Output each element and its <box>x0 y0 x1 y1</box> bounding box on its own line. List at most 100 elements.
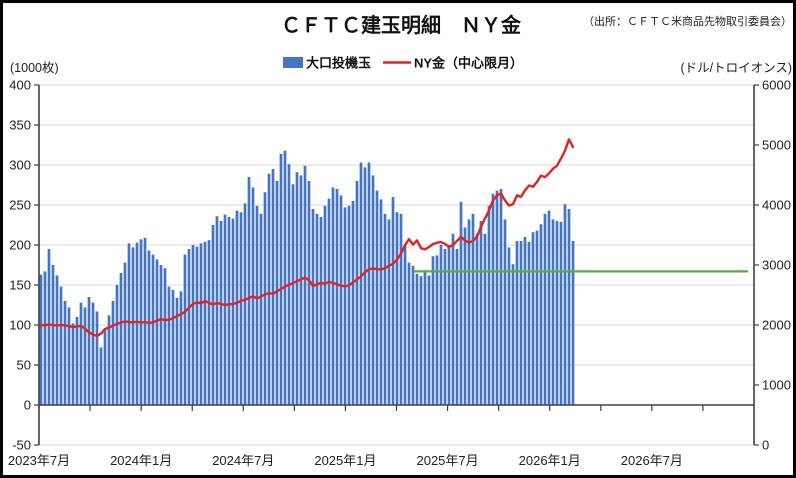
bar <box>167 286 171 405</box>
bar <box>503 219 507 405</box>
left-tick-label: 400 <box>9 78 31 93</box>
left-tick-label: 150 <box>9 278 31 293</box>
bar <box>499 189 503 405</box>
bar <box>447 245 451 405</box>
bar <box>275 181 279 405</box>
right-tick-label: 6000 <box>762 78 791 93</box>
bar <box>571 241 575 405</box>
bar <box>407 262 411 405</box>
bar <box>531 232 535 405</box>
bar <box>523 237 527 405</box>
bar <box>219 221 223 405</box>
bar <box>79 302 83 405</box>
left-tick-label: 50 <box>17 358 31 373</box>
bar <box>115 285 119 405</box>
bar <box>307 181 311 405</box>
bar <box>363 167 367 405</box>
bar <box>391 197 395 405</box>
bar <box>511 264 515 405</box>
bar <box>379 199 383 405</box>
bar <box>303 165 307 405</box>
bar <box>475 233 479 405</box>
bar <box>299 175 303 405</box>
left-tick-label: 350 <box>9 118 31 133</box>
bar <box>451 233 455 405</box>
bar <box>507 247 511 405</box>
price-polyline <box>39 138 575 337</box>
bar <box>215 216 219 405</box>
bar <box>479 221 483 405</box>
left-tick-label: -50 <box>12 438 31 453</box>
bar <box>415 273 419 405</box>
bar <box>359 162 363 405</box>
bar <box>487 205 491 405</box>
bar <box>43 271 47 405</box>
bars-series-large-speculators <box>39 150 575 405</box>
bar <box>95 311 99 405</box>
legend: 大口投機玉 NY金（中心限月） <box>283 56 523 71</box>
x-tick-label: 2023年7月 <box>8 453 70 468</box>
x-axis-tick-labels: 2023年7月 2024年1月 2024年7月 2025年1月 2025年7月 2026年… <box>8 453 683 468</box>
bar <box>355 181 359 405</box>
right-axis-unit-label: (ドル/トロイオンス) <box>680 61 792 75</box>
left-tick-label: 100 <box>9 318 31 333</box>
bar <box>367 162 371 405</box>
bar <box>551 219 555 405</box>
page-title: ＣＦＴＣ建玉明細 ＮＹ金 <box>281 13 522 37</box>
bar <box>159 265 163 405</box>
bar <box>403 244 407 405</box>
bar <box>543 213 547 405</box>
bar <box>395 212 399 405</box>
bar <box>431 256 435 405</box>
bar <box>559 221 563 405</box>
bar <box>259 213 263 405</box>
bar <box>191 245 195 405</box>
bar <box>515 241 519 405</box>
bar <box>483 233 487 405</box>
bar <box>323 205 327 405</box>
bar <box>283 150 287 405</box>
bar <box>39 274 43 405</box>
bar <box>399 213 403 405</box>
bar <box>547 210 551 405</box>
bar <box>331 187 335 405</box>
right-tick-label: 3000 <box>762 258 791 273</box>
bar <box>347 205 351 405</box>
price-line-ny-gold <box>39 138 575 337</box>
cftc-gold-chart: 400 350 300 250 200 150 100 50 0 -50 6000 5000 4000… <box>8 13 792 468</box>
bar <box>223 214 227 405</box>
bar <box>135 242 139 405</box>
bar <box>255 205 259 405</box>
right-tick-label: 2000 <box>762 318 791 333</box>
bar <box>563 204 567 405</box>
left-tick-label: 300 <box>9 158 31 173</box>
bar <box>247 177 251 405</box>
axes-and-ticks <box>34 84 759 446</box>
bar <box>351 201 355 405</box>
bar <box>319 217 323 405</box>
bar <box>239 212 243 405</box>
bar <box>423 271 427 405</box>
bar <box>335 189 339 405</box>
left-tick-label: 200 <box>9 238 31 253</box>
bar <box>539 224 543 405</box>
x-tick-label: 2024年7月 <box>212 453 274 468</box>
bar <box>107 315 111 405</box>
bar <box>71 323 75 405</box>
x-tick-label: 2026年7月 <box>621 453 683 468</box>
bar <box>427 275 431 405</box>
bar <box>315 213 319 405</box>
bar <box>491 193 495 405</box>
bar <box>75 317 79 405</box>
bar <box>171 289 175 405</box>
bar <box>471 213 475 405</box>
legend-bar-label: 大口投機玉 <box>306 56 371 71</box>
bar <box>51 265 55 405</box>
bar <box>207 240 211 405</box>
bar <box>199 243 203 405</box>
bar <box>311 209 315 405</box>
bar <box>63 301 67 405</box>
bar <box>235 210 239 405</box>
left-tick-label: 0 <box>24 398 31 413</box>
bar <box>155 259 159 405</box>
